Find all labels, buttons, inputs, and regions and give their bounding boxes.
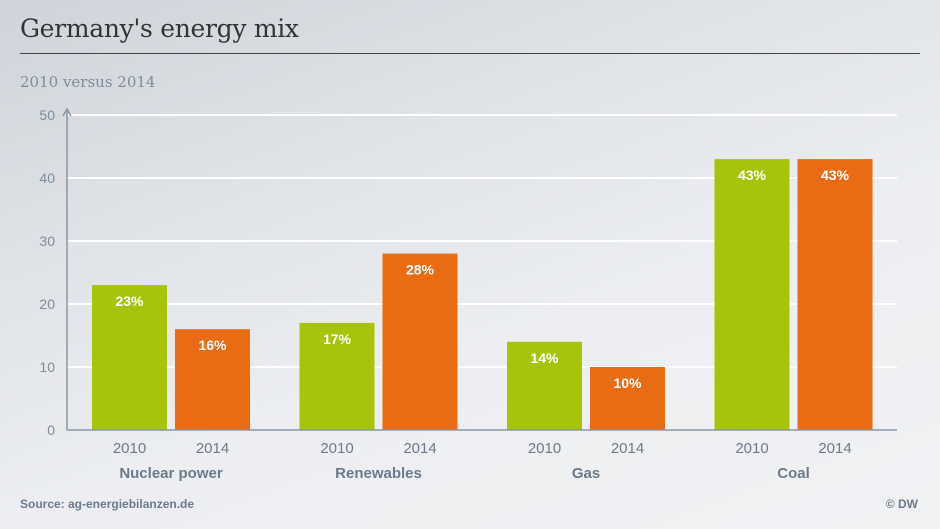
bar (92, 285, 167, 430)
data-label: 10% (613, 375, 642, 391)
y-tick-label: 40 (39, 170, 55, 186)
y-tick-label: 20 (39, 296, 55, 312)
x-tick-label: 2010 (113, 440, 146, 457)
bar (507, 341, 582, 430)
x-tick-label: 2010 (735, 440, 768, 457)
data-label: 28% (406, 262, 435, 278)
chart-title: Germany's energy mix (20, 14, 299, 43)
category-label: Gas (572, 465, 600, 482)
x-tick-label: 2014 (403, 440, 436, 457)
x-tick-label: 2014 (196, 440, 229, 457)
y-tick-label: 30 (39, 233, 55, 249)
x-tick-label: 2014 (611, 440, 644, 457)
title-divider (20, 53, 920, 54)
bar (299, 322, 375, 430)
source-note: Source: ag-energiebilanzen.de (20, 497, 195, 511)
copyright-credit: © DW (885, 497, 918, 511)
category-label: Nuclear power (119, 465, 223, 482)
data-label: 17% (323, 331, 352, 347)
y-tick-label: 10 (39, 359, 55, 375)
category-label: Coal (777, 465, 810, 482)
category-label: Renewables (335, 465, 422, 482)
data-label: 23% (115, 293, 144, 309)
x-tick-label: 2014 (818, 440, 851, 457)
y-tick-label: 50 (39, 107, 55, 123)
y-axis-arrow-icon (62, 107, 72, 117)
data-label: 16% (198, 337, 227, 353)
data-label: 14% (530, 350, 559, 366)
x-tick-label: 2010 (320, 440, 353, 457)
bar (714, 159, 790, 430)
bar (175, 329, 250, 430)
bar (590, 367, 665, 430)
bar (382, 253, 458, 430)
data-label: 43% (821, 167, 850, 183)
x-tick-label: 2010 (528, 440, 561, 457)
data-label: 43% (738, 167, 767, 183)
bar (797, 159, 873, 430)
y-tick-label: 0 (47, 422, 55, 438)
chart-subtitle: 2010 versus 2014 (20, 73, 156, 91)
